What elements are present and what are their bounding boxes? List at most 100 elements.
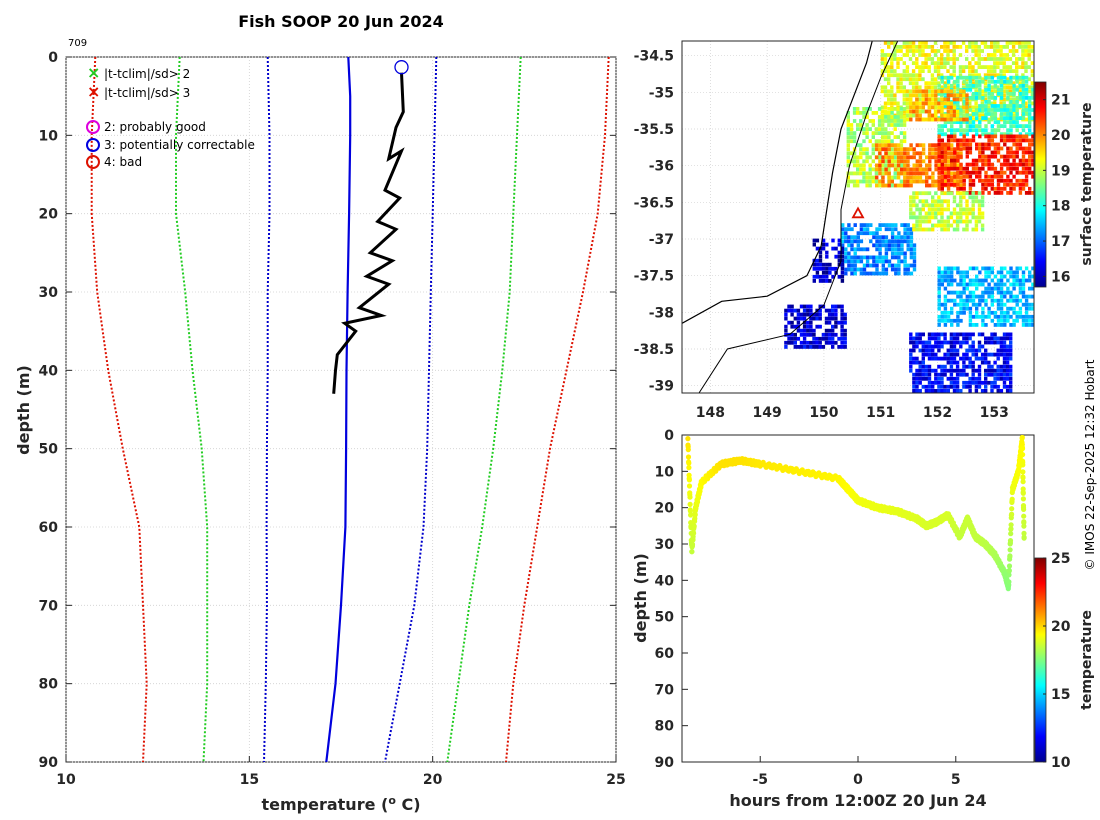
sst-cell [1006, 134, 1010, 139]
sst-cell [906, 147, 910, 152]
sst-cell [996, 108, 1001, 112]
sst-cell [865, 147, 869, 152]
sst-cell [986, 105, 991, 110]
sst-cell [940, 65, 944, 69]
sst-cell [1002, 101, 1006, 106]
credit-text: © IMOS 22-Sep-2025 12:32 Hobart [1083, 359, 1097, 570]
sst-cell [881, 239, 885, 244]
sst-cell [1003, 290, 1007, 295]
sst-cell [909, 147, 913, 152]
sst-cell [974, 69, 978, 73]
sst-cell [1015, 79, 1019, 84]
sst-cell [937, 166, 941, 171]
sst-cell [1015, 134, 1019, 139]
sst-cell [978, 104, 982, 108]
sst-cell [818, 304, 822, 309]
sst-cell [1012, 294, 1016, 299]
sst-cell [974, 368, 979, 373]
sst-cell [996, 290, 1001, 295]
sst-cell [975, 302, 979, 307]
sst-cell [852, 111, 857, 115]
sst-cell [1018, 96, 1023, 100]
sst-cell [1005, 77, 1009, 82]
sst-cell [799, 332, 804, 337]
sst-cell [924, 89, 929, 94]
sst-cell [905, 101, 910, 106]
map-y-tick-label: -34.5 [634, 49, 674, 65]
sst-cell [887, 119, 891, 123]
sst-cell [881, 147, 885, 152]
scatter-point [1020, 475, 1026, 481]
sst-cell [853, 251, 857, 256]
sst-cell [900, 251, 904, 256]
sst-cell [890, 147, 894, 152]
sst-cell [971, 37, 974, 41]
sst-cell [847, 267, 851, 272]
sst-cell [1021, 154, 1026, 159]
sst-cell [968, 108, 973, 112]
sst-cell [930, 61, 935, 65]
sst-cell [937, 158, 941, 163]
sst-cell [974, 227, 979, 232]
sst-cell [1015, 124, 1019, 128]
sst-cell [981, 158, 985, 163]
sst-cell [940, 178, 944, 183]
sst-cell [884, 223, 889, 227]
sst-cell [852, 151, 857, 156]
sst-cell [924, 364, 929, 369]
sst-cell [1021, 124, 1026, 128]
sst-cell [924, 372, 929, 377]
sst-cell [965, 207, 969, 212]
sst-cell [971, 65, 975, 69]
scatter-point [685, 454, 692, 460]
sst-cell [971, 380, 975, 385]
sst-cell [925, 175, 929, 180]
sst-cell [918, 93, 922, 98]
sst-cell [859, 163, 863, 168]
sst-cell [974, 380, 979, 385]
sst-cell [1005, 389, 1010, 393]
sst-cell [896, 167, 900, 172]
sst-cell [1015, 65, 1019, 69]
sst-cell [990, 266, 994, 271]
sst-cell [890, 183, 894, 188]
magenta-circle-icon [86, 120, 100, 134]
sst-cell [906, 151, 910, 156]
sst-cell [953, 182, 957, 187]
sst-cell [896, 81, 900, 86]
sst-cell [943, 120, 948, 124]
sst-cell [924, 340, 929, 345]
sst-cell [952, 340, 957, 345]
sst-cell [962, 117, 966, 122]
sst-cell [981, 142, 985, 147]
sst-cell [881, 271, 885, 276]
sst-cell [865, 259, 870, 264]
sst-cell [977, 376, 982, 381]
sst-cell [908, 41, 913, 45]
sst-cell [999, 186, 1004, 191]
sst-cell [906, 227, 910, 232]
map-x-ticks: 148 149 150 151 152 153 [696, 405, 1009, 421]
sst-cell [918, 41, 922, 45]
sst-cell [959, 203, 963, 208]
sst-cell [884, 167, 888, 172]
sst-cell [1011, 69, 1016, 73]
sst-cell [975, 112, 979, 116]
sst-cell [862, 255, 867, 260]
sst-cell [884, 247, 889, 252]
sst-cell [968, 282, 973, 287]
sst-cell [878, 147, 882, 152]
sst-cell [959, 298, 963, 303]
sst-cell [859, 143, 863, 148]
sst-cell [903, 263, 907, 268]
sst-cell [1021, 112, 1026, 116]
sst-cell [905, 41, 910, 45]
sst-cell [933, 53, 938, 57]
sst-cell [980, 113, 984, 118]
sst-cell [956, 318, 960, 323]
sst-cell [993, 134, 998, 139]
sst-cell [893, 127, 897, 131]
sst-cell [883, 57, 888, 61]
sst-cell [940, 142, 944, 147]
sst-cell [968, 389, 972, 393]
